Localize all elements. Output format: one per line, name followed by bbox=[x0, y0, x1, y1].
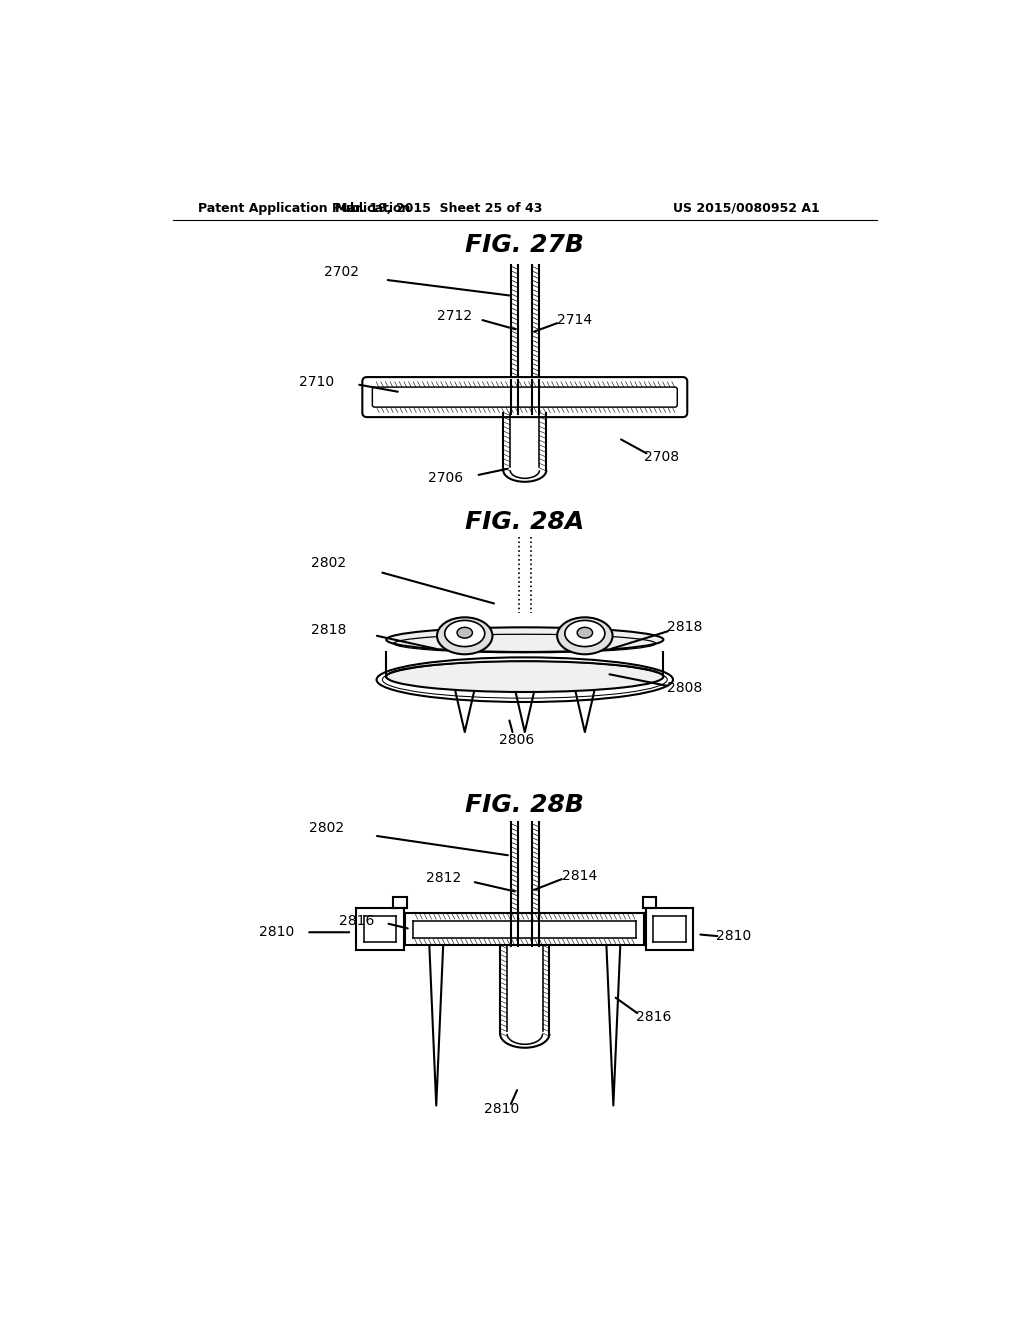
Text: 2814: 2814 bbox=[562, 869, 597, 883]
Text: 2712: 2712 bbox=[437, 309, 472, 323]
Text: 2810: 2810 bbox=[484, 1102, 519, 1117]
Ellipse shape bbox=[457, 627, 472, 638]
Text: 2812: 2812 bbox=[426, 871, 462, 886]
Text: Mar. 19, 2015  Sheet 25 of 43: Mar. 19, 2015 Sheet 25 of 43 bbox=[335, 202, 543, 215]
Text: 2710: 2710 bbox=[299, 375, 334, 388]
Ellipse shape bbox=[557, 618, 612, 655]
Text: 2816: 2816 bbox=[637, 1010, 672, 1024]
Text: 2706: 2706 bbox=[428, 471, 463, 484]
Ellipse shape bbox=[444, 620, 484, 647]
Ellipse shape bbox=[386, 661, 664, 692]
Text: 2816: 2816 bbox=[339, 913, 375, 928]
Text: 2702: 2702 bbox=[325, 265, 359, 280]
Text: Patent Application Publication: Patent Application Publication bbox=[199, 202, 411, 215]
Text: 2808: 2808 bbox=[668, 681, 702, 696]
Text: 2810: 2810 bbox=[716, 929, 751, 942]
Text: FIG. 27B: FIG. 27B bbox=[465, 232, 585, 256]
Text: 2818: 2818 bbox=[668, 619, 702, 634]
FancyBboxPatch shape bbox=[362, 378, 687, 417]
Ellipse shape bbox=[437, 618, 493, 655]
Ellipse shape bbox=[578, 627, 593, 638]
Text: 2802: 2802 bbox=[311, 556, 346, 570]
Text: 2802: 2802 bbox=[308, 821, 344, 836]
Text: US 2015/0080952 A1: US 2015/0080952 A1 bbox=[673, 202, 820, 215]
FancyBboxPatch shape bbox=[373, 387, 677, 407]
Text: 2818: 2818 bbox=[311, 623, 346, 636]
Text: FIG. 28A: FIG. 28A bbox=[465, 510, 585, 533]
Text: 2806: 2806 bbox=[500, 733, 535, 747]
Ellipse shape bbox=[386, 627, 664, 652]
Text: FIG. 28B: FIG. 28B bbox=[465, 793, 585, 817]
Text: 2708: 2708 bbox=[644, 450, 679, 465]
Text: 2714: 2714 bbox=[557, 313, 592, 327]
Ellipse shape bbox=[565, 620, 605, 647]
Text: 2810: 2810 bbox=[258, 925, 294, 940]
